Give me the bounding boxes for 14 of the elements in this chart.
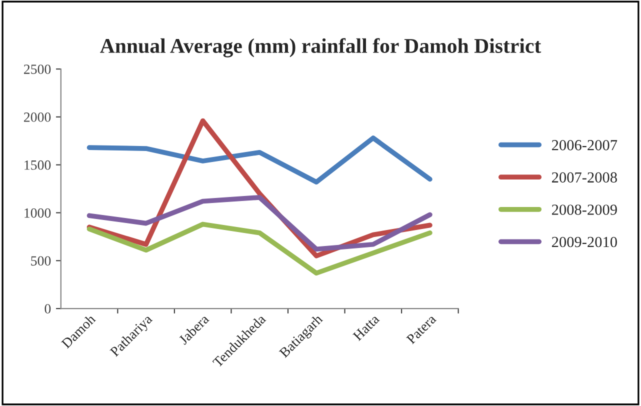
y-tick-label: 2000: [24, 112, 51, 122]
y-tick-label: 2500: [24, 64, 51, 74]
y-tick-label: 1000: [24, 208, 51, 218]
line-series: [86, 222, 432, 276]
line-series: [86, 136, 432, 185]
legend-label: 2007-2008: [552, 172, 617, 183]
y-tick-label: 1500: [24, 160, 51, 170]
legend-label: 2006-2007: [552, 140, 618, 150]
y-tick-label: 0: [44, 304, 51, 314]
legend-label: 2008-2009: [552, 204, 617, 215]
line-series: [86, 194, 432, 252]
legend-label: 2009-2010: [552, 236, 617, 248]
chart-title: Annual Average (mm) rainfall for Damoh District: [100, 38, 542, 58]
y-tick-label: 500: [31, 256, 51, 266]
